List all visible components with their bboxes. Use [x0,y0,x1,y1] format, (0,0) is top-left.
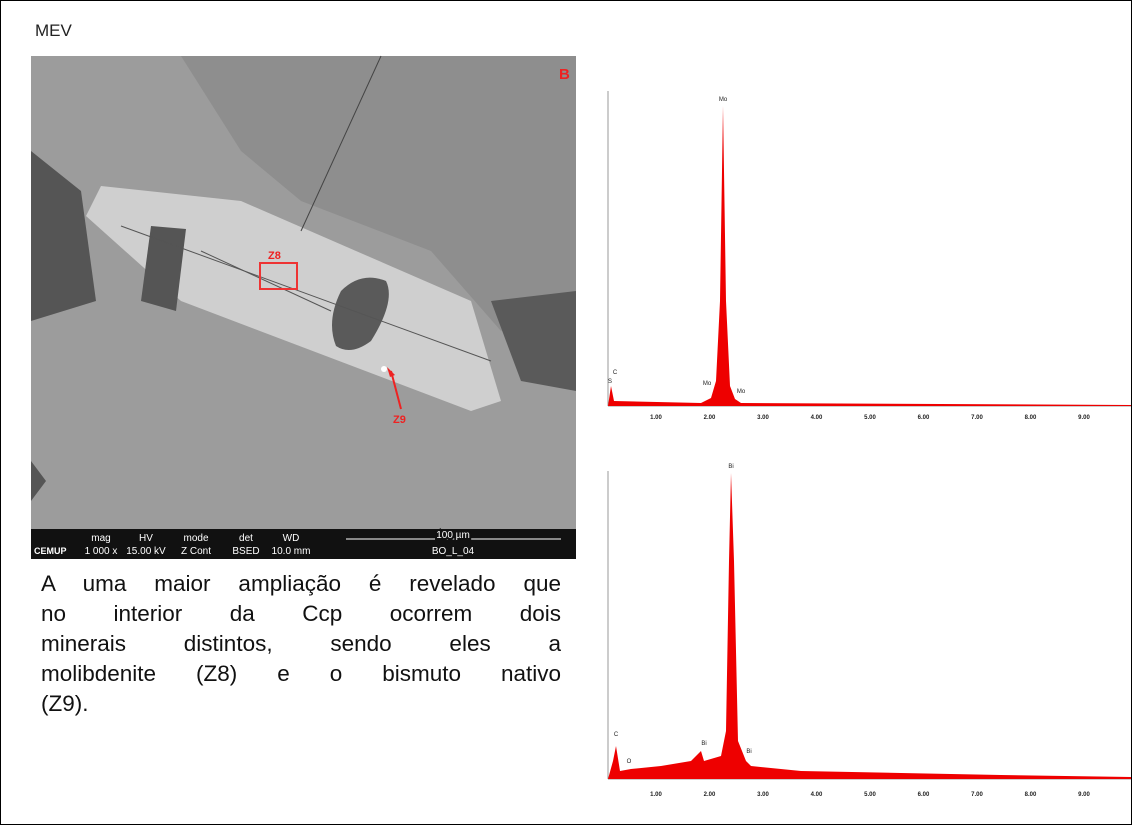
x-tick-label: 8.00 [1025,792,1037,798]
info-field-value: Z Cont [181,546,211,557]
x-tick-label: 1.00 [650,792,662,798]
scale-label: 100 µm [436,530,470,541]
x-tick-label: 5.00 [864,415,876,421]
x-tick-label: 1.00 [650,415,662,421]
text-line: molibdenite (Z8) e o bismuto nativo [41,661,561,686]
x-tick-label: 2.00 [704,792,716,798]
x-tick-label: 6.00 [918,792,930,798]
info-field-value: BSED [232,546,259,557]
slide-title: MEV [35,21,72,40]
info-field-value: 15.00 kV [126,546,166,557]
x-tick-label: 8.00 [1025,415,1037,421]
x-tick-label: 7.00 [971,792,983,798]
info-field-name: mode [183,533,208,544]
text-line: A uma maior ampliação é revelado que [41,571,561,596]
spectrum-bottom [607,471,1131,780]
text-line: (Z9). [41,691,89,716]
peak-label: Bi [701,741,706,747]
logo: CEMUP [34,546,67,556]
sample-label: BO_L_04 [432,546,475,557]
x-tick-label: 7.00 [971,415,983,421]
x-tick-label: 3.00 [757,415,769,421]
info-field-name: WD [283,533,300,544]
peak-label: Bi [746,749,751,755]
x-tick-label: 2.00 [704,415,716,421]
spectrum-top [607,91,1131,407]
x-tick-label: 9.00 [1078,415,1090,421]
peak-label: C [614,732,619,738]
peak-label: Mo [737,389,746,395]
peak-label: Mo [719,97,728,103]
x-tick-label: 4.00 [811,415,823,421]
marker-label: Z9 [393,414,406,426]
peak-label: Bi [728,464,733,470]
info-field-name: det [239,533,253,544]
x-tick-label: 3.00 [757,792,769,798]
info-field-value: 10.0 mm [272,546,311,557]
x-tick-label: 5.00 [864,792,876,798]
paragraph: A uma maior ampliação é revelado que no … [41,569,561,719]
x-tick-label: 6.00 [918,415,930,421]
peak-label: Mo [703,381,712,387]
marker-label: Z8 [268,250,281,262]
info-field-name: mag [91,533,110,544]
x-tick-label: 9.00 [1078,792,1090,798]
panel-label: B [559,66,570,83]
text-line: minerais distintos, sendo eles a [41,631,561,656]
x-tick-label: 4.00 [811,792,823,798]
sem-image: B Z8 Z9 mag 1 000 x HV 15.00 kV mode Z Cont de… [31,55,576,559]
info-field-value: 1 000 x [85,546,118,557]
info-field-name: HV [139,533,153,544]
text-line: no interior da Ccp ocorrem dois [41,601,561,626]
peak-label: C [613,370,618,376]
peak-label: O [627,759,632,765]
peak-label: S [608,379,612,385]
